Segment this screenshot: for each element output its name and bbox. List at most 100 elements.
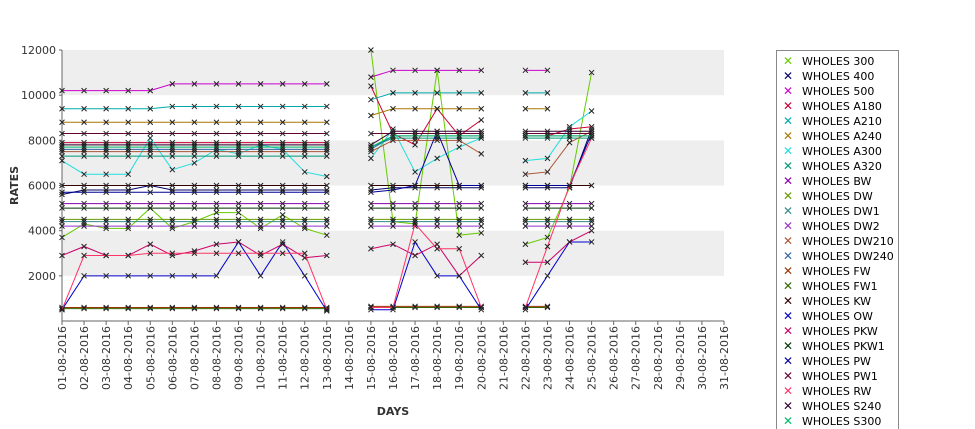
data-point-marker	[191, 153, 198, 159]
legend-marker-icon: ✕	[782, 204, 794, 218]
series-wholes-s240	[59, 128, 595, 148]
data-point-marker	[81, 304, 87, 311]
data-point-marker	[390, 132, 396, 139]
data-point-marker	[279, 200, 286, 207]
data-point-marker	[103, 105, 109, 112]
data-point-marker	[257, 187, 264, 193]
data-point-marker	[191, 248, 198, 254]
data-point-marker	[125, 200, 132, 207]
data-point-marker	[279, 81, 286, 87]
data-point-marker	[588, 223, 595, 230]
data-point-marker	[323, 218, 330, 225]
data-point-marker	[279, 250, 286, 257]
legend-label: WHOLES S240	[802, 400, 882, 413]
data-point-marker	[456, 128, 463, 135]
data-point-marker	[191, 141, 198, 148]
data-point-marker	[81, 87, 87, 94]
data-point-marker	[456, 223, 463, 230]
legend-marker-icon: ✕	[782, 99, 794, 113]
data-point-marker	[456, 304, 463, 311]
data-point-marker	[191, 148, 198, 155]
series-line	[370, 187, 482, 191]
data-point-marker	[81, 218, 87, 225]
data-point-marker	[544, 90, 551, 96]
data-point-marker	[412, 169, 418, 175]
data-point-marker	[478, 218, 485, 225]
data-point-marker	[81, 182, 87, 189]
data-point-marker	[368, 205, 374, 211]
legend-label: WHOLES DW210	[802, 235, 894, 248]
series-wholes-400	[59, 126, 595, 198]
data-point-marker	[434, 184, 440, 191]
data-point-marker	[390, 205, 396, 211]
data-point-marker	[81, 205, 87, 211]
data-point-marker	[257, 223, 264, 230]
series-wholes-dw2	[59, 223, 595, 230]
data-point-marker	[169, 223, 176, 230]
series-lines	[59, 47, 595, 314]
data-point-marker	[323, 306, 330, 313]
data-point-marker	[478, 105, 485, 112]
data-point-marker	[456, 137, 463, 144]
legend-label: WHOLES PKW1	[802, 340, 885, 353]
data-point-marker	[235, 182, 242, 189]
data-point-marker	[147, 153, 154, 159]
data-point-marker	[478, 90, 485, 96]
data-point-marker	[588, 128, 595, 135]
data-point-marker	[81, 216, 87, 223]
x-tick-label: 12-08-2016	[299, 326, 312, 390]
series-wholes-a300	[59, 108, 595, 180]
data-point-marker	[434, 132, 440, 139]
data-point-marker	[301, 250, 308, 257]
data-point-marker	[456, 200, 463, 207]
data-point-marker	[81, 171, 87, 178]
x-axis-title: DAYS	[377, 405, 410, 418]
data-point-marker	[478, 130, 485, 137]
data-point-marker	[566, 218, 573, 225]
data-point-marker	[235, 189, 242, 196]
data-point-marker	[434, 130, 440, 137]
data-point-marker	[323, 130, 330, 137]
y-tick-labels: 2000 4000 6000 8000 10000 12000	[21, 44, 62, 283]
data-point-marker	[522, 216, 529, 223]
data-point-marker	[191, 305, 198, 312]
data-point-marker	[191, 119, 198, 126]
data-point-marker	[279, 304, 286, 311]
data-point-marker	[522, 182, 529, 189]
data-point-marker	[125, 87, 132, 94]
data-point-marker	[323, 139, 330, 146]
data-point-marker	[235, 218, 242, 225]
data-point-marker	[81, 148, 87, 155]
data-point-marker	[478, 230, 485, 236]
data-point-marker	[368, 216, 374, 223]
data-point-marker	[478, 128, 485, 135]
data-point-marker	[412, 223, 418, 230]
data-point-marker	[588, 69, 595, 76]
data-point-marker	[191, 218, 198, 225]
data-point-marker	[566, 132, 573, 139]
legend-label: WHOLES A210	[802, 115, 882, 128]
data-point-marker	[125, 130, 132, 137]
x-tick-label: 28-08-2016	[652, 326, 665, 390]
data-point-marker	[59, 119, 65, 126]
data-point-marker	[478, 184, 485, 191]
data-point-marker	[169, 130, 176, 137]
data-point-marker	[125, 223, 132, 230]
data-point-marker	[213, 130, 220, 137]
data-point-marker	[566, 128, 573, 135]
data-point-marker	[279, 205, 286, 211]
data-point-marker	[81, 272, 87, 279]
legend-item: ✕ WHOLES A300	[777, 144, 898, 159]
data-point-marker	[412, 90, 418, 96]
series-line	[370, 49, 482, 236]
data-point-marker	[544, 184, 551, 191]
legend-marker-icon: ✕	[782, 369, 794, 383]
legend-label: WHOLES PW1	[802, 370, 878, 383]
data-point-marker	[279, 144, 286, 150]
data-point-marker	[103, 141, 109, 148]
data-point-marker	[103, 225, 109, 232]
data-point-marker	[412, 252, 418, 259]
legend-item: ✕ WHOLES OW	[777, 309, 898, 324]
data-point-marker	[301, 187, 308, 193]
data-point-marker	[434, 155, 440, 162]
